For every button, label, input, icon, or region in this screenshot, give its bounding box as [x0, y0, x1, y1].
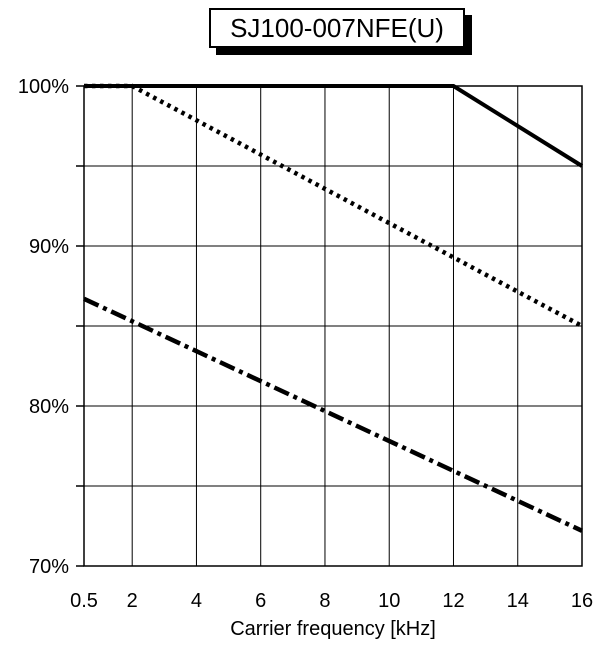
x-tick-label: 8: [319, 590, 330, 612]
y-tick-label: 90%: [29, 236, 69, 258]
series-line-solid: [84, 84, 584, 168]
series-line-dash-dot: [83, 296, 583, 533]
x-tick-label: 2: [127, 590, 138, 612]
chart-title-box: SJ100-007NFE(U): [209, 8, 472, 55]
x-tick-label: 6: [255, 590, 266, 612]
x-axis-label: Carrier frequency [kHz]: [230, 618, 436, 640]
y-tick-label: 100%: [18, 76, 69, 98]
x-tick-label: 10: [378, 590, 400, 612]
x-tick-label: 16: [571, 590, 593, 612]
y-tick-label: 80%: [29, 396, 69, 418]
x-tick-label: 0.5: [70, 590, 98, 612]
x-tick-label: 12: [442, 590, 464, 612]
y-tick-label: 70%: [29, 556, 69, 578]
series-line-dotted: [84, 83, 584, 328]
x-tick-label: 4: [191, 590, 202, 612]
x-tick-label: 14: [507, 590, 529, 612]
chart-title: SJ100-007NFE(U): [209, 8, 465, 48]
